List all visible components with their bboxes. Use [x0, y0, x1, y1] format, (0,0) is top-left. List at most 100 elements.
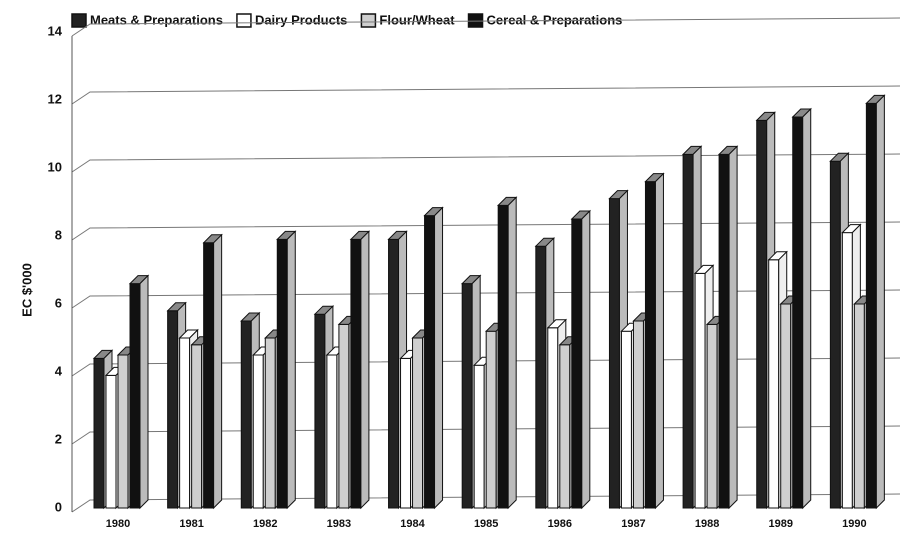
- legend-label: Flour/Wheat: [379, 12, 455, 27]
- bar-front: [535, 245, 547, 509]
- bar-side: [802, 107, 812, 510]
- bar-front: [93, 357, 105, 509]
- bar-front: [608, 198, 620, 509]
- bar-front: [252, 354, 264, 509]
- bar-front: [780, 303, 792, 509]
- grid-line: [71, 85, 901, 105]
- bar-side: [139, 274, 149, 510]
- grid-line: [71, 289, 901, 309]
- bar-front: [412, 337, 424, 509]
- bar-front: [179, 337, 191, 509]
- bar-front: [485, 330, 497, 509]
- grid-line: [71, 221, 901, 241]
- bar-side: [286, 230, 296, 510]
- y-tick-label: 6: [55, 295, 62, 310]
- bar-front: [632, 320, 644, 509]
- legend-swatch: [360, 13, 377, 28]
- bar: [128, 274, 150, 510]
- y-tick-label: 12: [48, 91, 62, 106]
- bar: [202, 233, 223, 510]
- bar-front: [644, 181, 656, 509]
- legend-swatch: [467, 13, 484, 28]
- bar-front: [129, 283, 141, 509]
- bar: [791, 107, 812, 510]
- bar: [423, 206, 444, 510]
- x-tick-label: 1983: [327, 518, 351, 530]
- bar-front: [400, 357, 412, 509]
- bar-side: [654, 172, 664, 510]
- bar: [496, 196, 518, 510]
- y-tick-label: 8: [55, 227, 62, 242]
- bar-front: [424, 215, 436, 509]
- legend-label: Cereal & Preparations: [487, 12, 623, 27]
- bar-front: [559, 344, 571, 509]
- bar-front: [792, 116, 804, 509]
- bar: [644, 172, 665, 510]
- bar-front: [473, 364, 485, 509]
- x-tick-label: 1985: [474, 518, 498, 530]
- x-tick-label: 1981: [179, 518, 203, 530]
- bar-front: [388, 238, 400, 509]
- legend-swatch: [236, 13, 252, 28]
- x-tick-label: 1988: [695, 518, 719, 530]
- bar-front: [276, 238, 288, 509]
- bar-front: [264, 337, 276, 509]
- bar-front: [547, 327, 559, 509]
- bar: [349, 230, 371, 510]
- x-tick-label: 1984: [400, 518, 425, 530]
- bar-front: [706, 323, 718, 509]
- x-tick-label: 1982: [253, 518, 277, 530]
- x-tick-label: 1989: [768, 518, 792, 530]
- bar: [570, 209, 592, 510]
- bar-front: [191, 344, 203, 509]
- y-tick-label: 10: [48, 159, 62, 174]
- bar-front: [768, 259, 780, 509]
- bar-front: [167, 310, 179, 509]
- bar-front: [461, 283, 473, 509]
- bar-side: [213, 233, 223, 510]
- bar-front: [338, 323, 350, 509]
- x-tick-label: 1980: [106, 518, 130, 530]
- bar-front: [829, 160, 841, 509]
- grid-line: [71, 17, 901, 37]
- y-tick-label: 14: [48, 23, 63, 38]
- y-axis-label: EC $'000: [19, 263, 34, 317]
- bar-front: [865, 102, 877, 509]
- bar-side: [507, 196, 517, 510]
- x-tick-label: 1986: [548, 518, 572, 530]
- bar: [865, 94, 886, 510]
- legend-label: Dairy Products: [255, 12, 347, 27]
- bar-front: [694, 272, 706, 509]
- bar-front: [682, 153, 694, 509]
- bar-front: [350, 238, 362, 509]
- bar-front: [497, 204, 509, 509]
- bar-front: [240, 320, 252, 509]
- grid-line: [71, 153, 901, 173]
- bar-front: [105, 374, 117, 509]
- bar-front: [841, 232, 853, 509]
- bar: [717, 145, 739, 510]
- bar-side: [581, 209, 591, 510]
- y-tick-label: 2: [55, 431, 62, 446]
- bar-side: [434, 206, 444, 510]
- y-tick-label: 0: [55, 499, 62, 514]
- bar-side: [728, 145, 738, 510]
- bar-side: [875, 94, 885, 510]
- x-tick-label: 1987: [621, 518, 645, 530]
- bar-front: [756, 119, 768, 509]
- bar-front: [571, 218, 583, 509]
- bar-front: [620, 330, 632, 509]
- bar-front: [718, 153, 730, 509]
- legend-swatch: [71, 13, 87, 28]
- y-tick-label: 4: [55, 363, 63, 378]
- bar-front: [203, 242, 215, 509]
- bar: [276, 230, 297, 510]
- bar-front: [117, 354, 129, 509]
- legend-label: Meats & Preparations: [90, 12, 223, 27]
- bar-side: [360, 230, 370, 510]
- bar-front: [314, 313, 326, 509]
- bar-front: [326, 354, 338, 509]
- x-tick-label: 1990: [842, 518, 866, 530]
- bar-front: [853, 303, 865, 509]
